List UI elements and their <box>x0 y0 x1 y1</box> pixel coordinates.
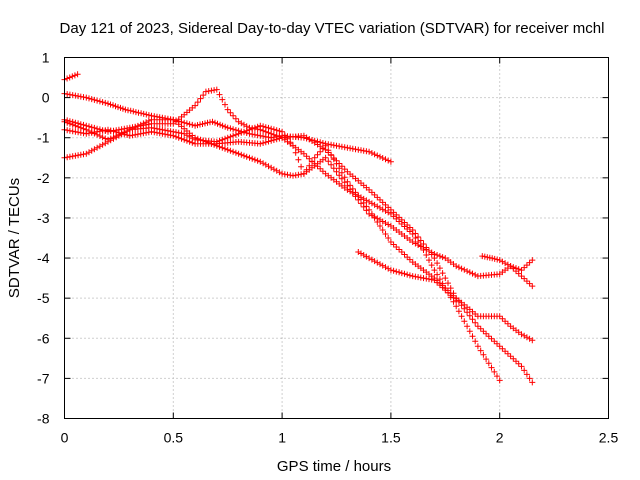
x-tick-label: 2 <box>496 430 504 446</box>
x-tick-label: 2.5 <box>599 430 619 446</box>
series-markers <box>355 249 460 304</box>
y-tick-labels: 1 0 -1 -2 -3 -4 -5 -6 -7 -8 <box>37 50 50 427</box>
y-tick-label: -7 <box>37 370 50 386</box>
y-axis-label: SDTVAR / TECUs <box>6 178 23 298</box>
series-markers <box>61 116 536 290</box>
y-tick-label: -3 <box>37 210 50 226</box>
series-track-b <box>61 90 394 165</box>
series-track-e <box>61 122 536 386</box>
series-track-d <box>61 116 536 290</box>
y-tick-label: -4 <box>37 250 50 266</box>
series-markers <box>61 122 536 386</box>
x-tick-labels: 0 0.5 1 1.5 2 2.5 <box>61 430 619 446</box>
series-track-h <box>479 253 536 274</box>
x-tick-label: 0 <box>61 430 69 446</box>
series-markers <box>479 253 536 274</box>
axis-ticks <box>64 57 609 419</box>
y-tick-label: -1 <box>37 130 50 146</box>
y-tick-label: -8 <box>37 411 50 427</box>
series-track-g <box>355 249 460 304</box>
x-tick-label: 1 <box>278 430 286 446</box>
x-tick-label: 1.5 <box>381 430 401 446</box>
x-tick-label: 0.5 <box>164 430 184 446</box>
y-tick-label: 0 <box>42 90 50 106</box>
grid-lines <box>64 57 609 419</box>
y-tick-label: -6 <box>37 330 50 346</box>
y-tick-label: 1 <box>42 50 50 66</box>
y-tick-label: -2 <box>37 170 50 186</box>
chart-title: Day 121 of 2023, Sidereal Day-to-day VTE… <box>60 20 605 37</box>
series-markers <box>61 90 394 165</box>
x-axis-label: GPS time / hours <box>277 458 391 475</box>
y-tick-label: -5 <box>37 290 50 306</box>
plot-frame <box>64 57 609 419</box>
